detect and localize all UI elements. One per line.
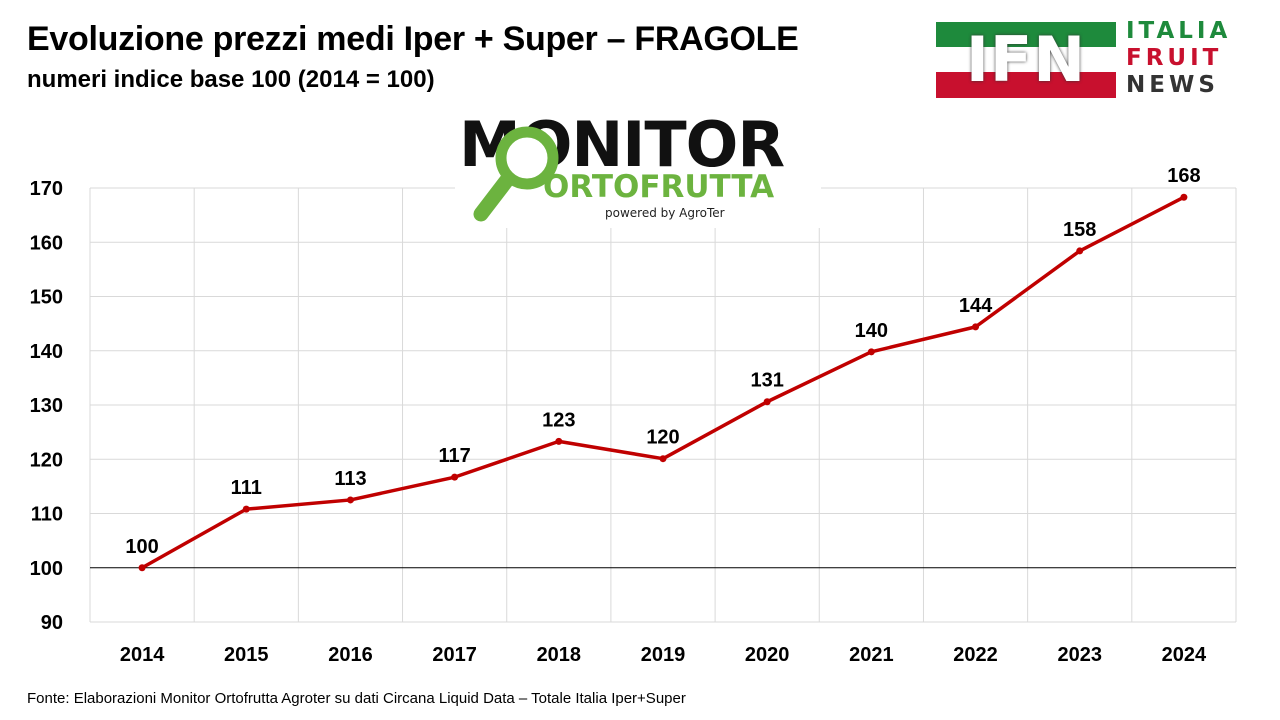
chart-subtitle: numeri indice base 100 (2014 = 100): [27, 66, 435, 93]
ifn-flag-badge: [936, 22, 1116, 98]
series-layer: [138, 193, 1188, 572]
data-point: [1076, 247, 1084, 255]
ifn-word-italia: ITALIA: [1126, 18, 1232, 44]
y-tick-label: 130: [30, 395, 63, 417]
y-tick-label: 110: [31, 504, 63, 526]
x-tick-label: 2016: [328, 644, 373, 666]
y-tick-label: 160: [30, 232, 63, 254]
powered-by-agroter: powered by AgroTer: [605, 206, 725, 220]
data-label: 113: [334, 468, 366, 490]
y-tick-label: 170: [30, 178, 63, 200]
x-tick-label: 2024: [1162, 644, 1207, 666]
data-point: [138, 564, 146, 572]
x-tick-label: 2020: [745, 644, 790, 666]
y-tick-label: 140: [30, 341, 63, 363]
data-point: [867, 348, 875, 356]
ifn-letters: IFN: [965, 23, 1087, 96]
data-label: 131: [750, 370, 783, 392]
data-point: [346, 496, 354, 504]
data-label: 168: [1167, 165, 1200, 187]
grid-layer: [89, 187, 1237, 623]
data-point: [242, 505, 250, 513]
monitor-ortofrutta-logo: MONITOR ORTOFRUTTA powered by AgroTer: [455, 110, 821, 228]
y-tick-label: 90: [41, 612, 63, 634]
data-label: 120: [646, 427, 679, 449]
x-tick-label: 2018: [537, 644, 582, 666]
data-label: 100: [125, 536, 158, 558]
x-tick-label: 2019: [641, 644, 686, 666]
data-label: 158: [1063, 219, 1096, 241]
chart-title: Evoluzione prezzi medi Iper + Super – FR…: [27, 20, 799, 58]
data-label: 111: [231, 477, 262, 499]
x-tick-label: 2015: [224, 644, 269, 666]
y-tick-label: 150: [30, 287, 63, 309]
data-point: [555, 437, 563, 445]
axis-layer: 90 100 110 120 130 140 150 160 170 2014 2015 2016 20…: [30, 178, 1236, 666]
data-label: 123: [542, 409, 575, 431]
label-layer: 100 111 113 117 123 120 131 140 144 158 168: [125, 165, 1200, 558]
ifn-logo: IFN ITALIA FRUIT NEWS: [934, 18, 1242, 100]
ifn-word-fruit: FRUIT: [1126, 45, 1223, 71]
magnifier-icon: [473, 126, 559, 222]
ortofrutta-word: ORTOFRUTTA: [543, 169, 775, 205]
data-label: 117: [439, 445, 471, 467]
x-tick-label: 2021: [849, 644, 894, 666]
data-point: [659, 455, 667, 463]
data-label: 144: [959, 295, 993, 317]
data-point: [763, 398, 771, 406]
data-point: [1180, 193, 1188, 201]
data-point: [972, 323, 980, 331]
ifn-wordmark: ITALIA FRUIT NEWS: [1126, 18, 1242, 99]
data-point: [451, 473, 459, 481]
x-tick-label: 2023: [1057, 644, 1102, 666]
y-tick-label: 120: [30, 449, 63, 471]
x-tick-label: 2017: [432, 644, 477, 666]
data-label: 140: [855, 320, 888, 342]
y-tick-label: 100: [30, 558, 63, 580]
x-tick-label: 2022: [953, 644, 998, 666]
x-tick-label: 2014: [120, 644, 165, 666]
ifn-word-news: NEWS: [1126, 72, 1219, 98]
source-note: Fonte: Elaborazioni Monitor Ortofrutta A…: [27, 690, 686, 707]
